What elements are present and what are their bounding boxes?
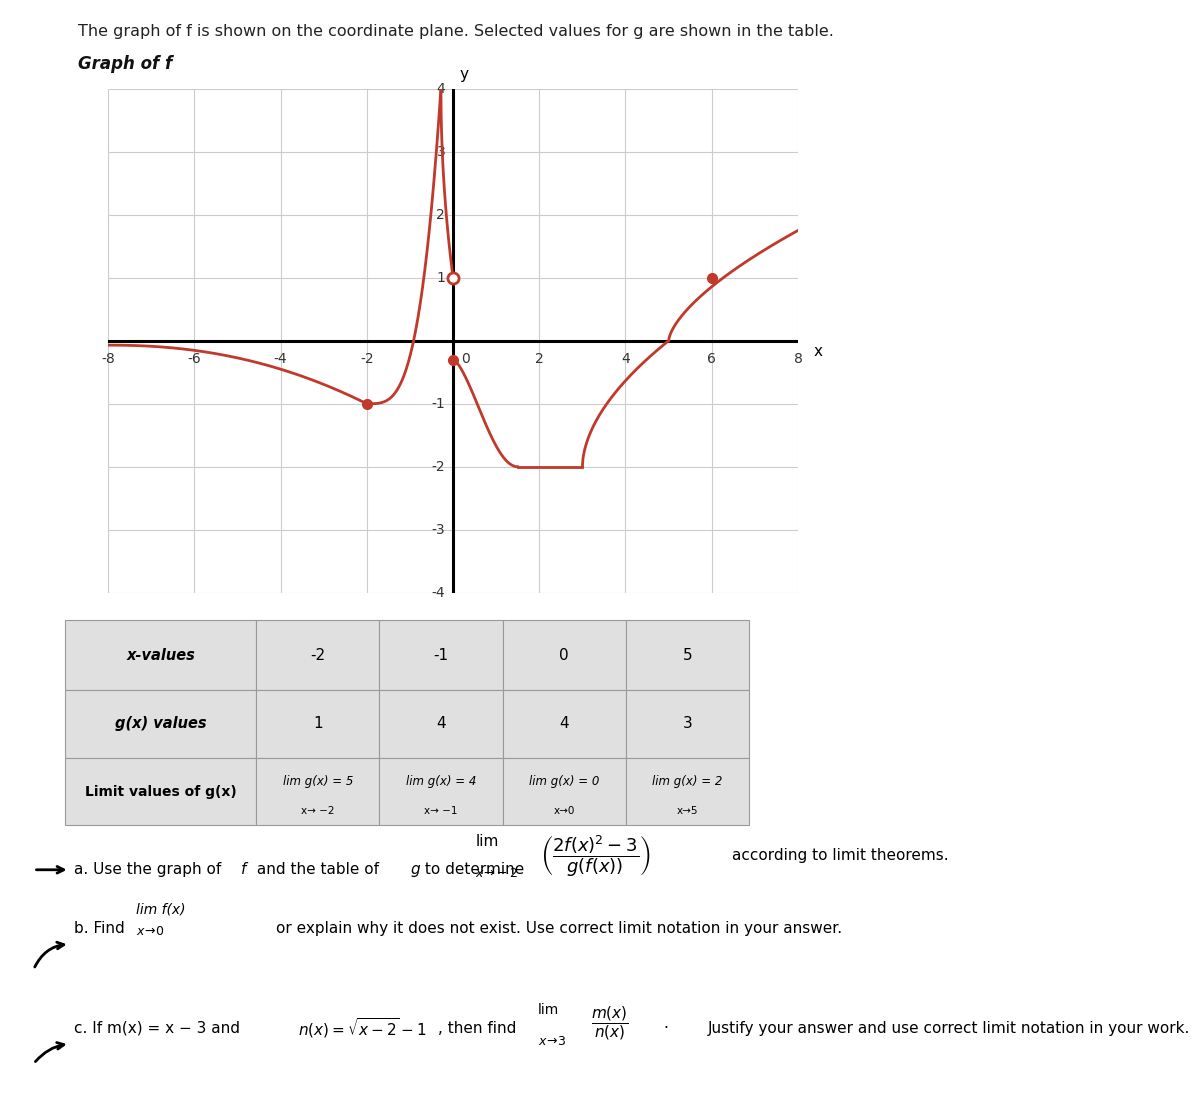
Text: 0: 0 [559, 648, 569, 663]
Text: -8: -8 [101, 352, 115, 366]
Text: .: . [664, 1016, 668, 1030]
Text: 6: 6 [707, 352, 716, 366]
Text: Graph of f: Graph of f [78, 55, 173, 73]
Text: 4: 4 [436, 717, 446, 731]
Text: $x\!\rightarrow\!-2$: $x\!\rightarrow\!-2$ [475, 866, 518, 880]
Text: -3: -3 [432, 523, 445, 536]
Text: lim f(x): lim f(x) [136, 903, 185, 916]
Bar [379, 690, 503, 758]
Text: 8: 8 [793, 352, 803, 366]
Text: $\left(\dfrac{2f(x)^2-3}{g(f(x))}\right)$: $\left(\dfrac{2f(x)^2-3}{g(f(x))}\right)… [540, 833, 652, 879]
Text: f: f [241, 862, 246, 878]
Text: -4: -4 [432, 586, 445, 599]
Text: -2: -2 [432, 460, 445, 474]
Text: Limit values of g(x): Limit values of g(x) [85, 784, 236, 799]
Text: 0: 0 [462, 352, 470, 366]
Text: The graph of f is shown on the coordinate plane. Selected values for g are shown: The graph of f is shown on the coordinat… [78, 24, 834, 40]
Text: x→0: x→0 [553, 806, 575, 815]
Bar [625, 690, 749, 758]
Bar [257, 620, 379, 690]
Text: g: g [410, 862, 420, 878]
Text: g(x) values: g(x) values [115, 717, 206, 731]
Text: 1: 1 [437, 270, 445, 285]
Text: 4: 4 [622, 352, 630, 366]
Text: 3: 3 [683, 717, 692, 731]
Text: c. If m(x) = x − 3 and: c. If m(x) = x − 3 and [74, 1020, 245, 1036]
Text: x→5: x→5 [677, 806, 698, 815]
Text: -2: -2 [311, 648, 325, 663]
Text: lim: lim [538, 1003, 559, 1017]
Text: -2: -2 [360, 352, 373, 366]
Text: or explain why it does not exist. Use correct limit notation in your answer.: or explain why it does not exist. Use co… [276, 921, 842, 936]
Text: lim g(x) = 0: lim g(x) = 0 [529, 774, 599, 788]
Text: a. Use the graph of: a. Use the graph of [74, 862, 227, 878]
Text: lim g(x) = 5: lim g(x) = 5 [283, 774, 353, 788]
Text: 1: 1 [313, 717, 323, 731]
Text: x: x [814, 343, 822, 359]
Text: 4: 4 [559, 717, 569, 731]
Text: 3: 3 [437, 145, 445, 158]
Text: b. Find: b. Find [74, 921, 125, 936]
Text: lim: lim [475, 834, 498, 850]
Bar [625, 620, 749, 690]
Bar [503, 758, 625, 825]
Text: 2: 2 [437, 207, 445, 222]
Bar [65, 620, 257, 690]
Bar [503, 620, 625, 690]
Bar [257, 758, 379, 825]
Bar [379, 620, 503, 690]
Bar [503, 690, 625, 758]
Text: -1: -1 [433, 648, 449, 663]
Text: -6: -6 [187, 352, 202, 366]
Text: x→ −1: x→ −1 [425, 806, 457, 815]
Text: y: y [460, 68, 468, 82]
Text: $x\!\rightarrow\!0$: $x\!\rightarrow\!0$ [136, 925, 163, 937]
Text: 4: 4 [437, 82, 445, 95]
Text: 2: 2 [535, 352, 544, 366]
Bar [625, 758, 749, 825]
Text: -4: -4 [274, 352, 287, 366]
Text: -1: -1 [432, 397, 445, 411]
Text: $\dfrac{m(x)}{n(x)}$: $\dfrac{m(x)}{n(x)}$ [592, 1004, 629, 1042]
Bar [257, 690, 379, 758]
Text: x-values: x-values [126, 648, 194, 663]
Text: x→ −2: x→ −2 [301, 806, 335, 815]
Text: lim g(x) = 2: lim g(x) = 2 [652, 774, 722, 788]
Text: $x\!\rightarrow\!3$: $x\!\rightarrow\!3$ [538, 1035, 565, 1048]
Text: to determine: to determine [420, 862, 524, 878]
Text: 5: 5 [683, 648, 692, 663]
Text: lim g(x) = 4: lim g(x) = 4 [406, 774, 476, 788]
Text: $n(x)=\sqrt{x-2}-1$: $n(x)=\sqrt{x-2}-1$ [298, 1016, 426, 1040]
Text: and the table of: and the table of [252, 862, 384, 878]
Text: , then find: , then find [438, 1020, 516, 1036]
Bar [65, 690, 257, 758]
Text: Justify your answer and use correct limit notation in your work.: Justify your answer and use correct limi… [708, 1020, 1190, 1036]
Bar [379, 758, 503, 825]
Text: according to limit theorems.: according to limit theorems. [732, 849, 949, 863]
Bar [65, 758, 257, 825]
